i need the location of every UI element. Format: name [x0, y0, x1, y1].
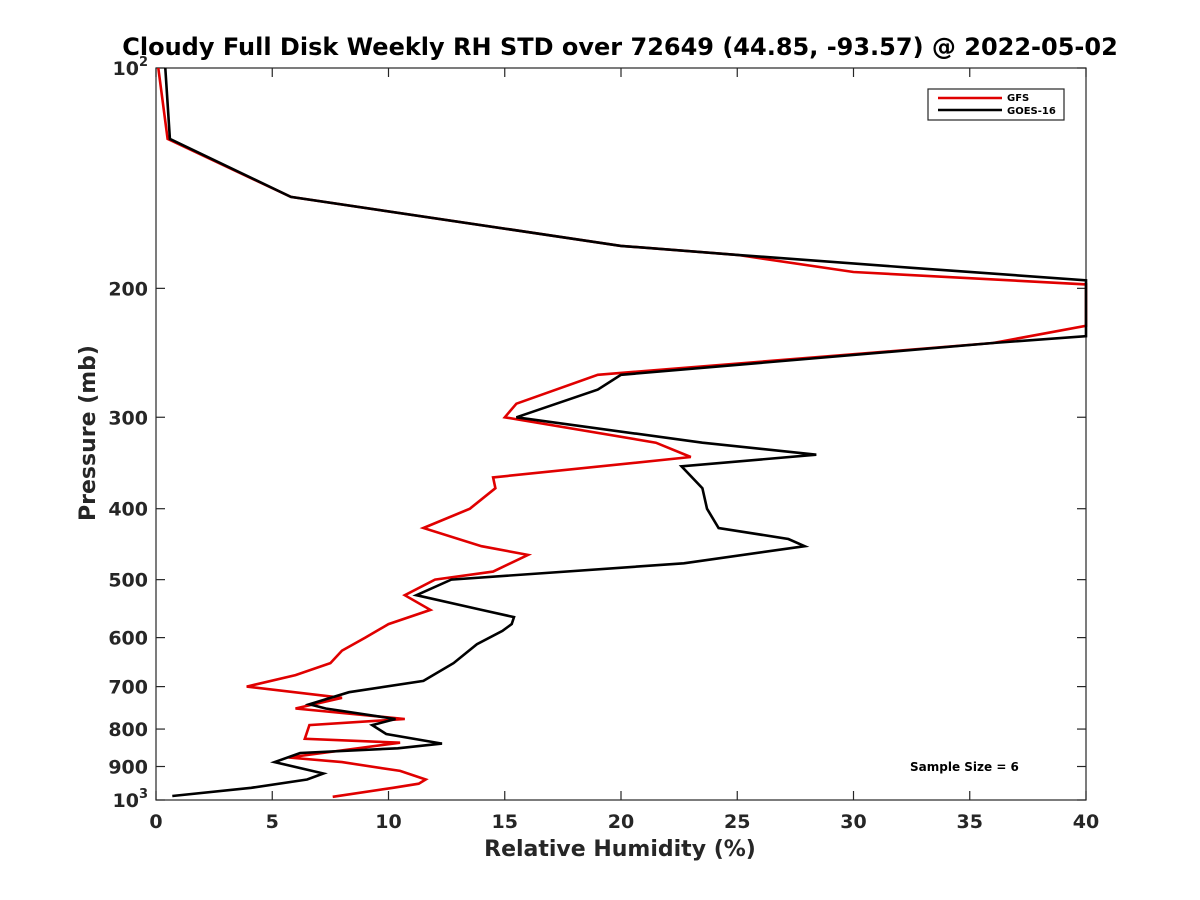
y-tick-label: 400 [108, 499, 148, 521]
x-tick-label: 15 [492, 811, 518, 833]
series-layer [157, 67, 1088, 799]
legend-box [927, 88, 1065, 121]
y-tick-label: 200 [108, 278, 148, 300]
x-tick-label: 25 [724, 811, 750, 833]
y-tick-label: 800 [108, 719, 148, 741]
y-axis-ticks: 102 200 300 400 500 600 700 800 900 103 [108, 55, 1086, 812]
x-axis-label: Relative Humidity (%) [484, 837, 756, 862]
y-tick-label: 500 [108, 570, 148, 592]
legend-label-goes16: GOES-16 [1007, 106, 1056, 117]
x-tick-label: 5 [266, 811, 279, 833]
y-tick-label: 900 [108, 757, 148, 779]
y-tick-label: 102 [113, 55, 149, 80]
x-axis-ticks: 0 5 10 15 20 25 30 35 40 [149, 68, 1099, 833]
x-tick-label: 40 [1073, 811, 1099, 833]
x-tick-label: 30 [840, 811, 866, 833]
y-tick-label: 103 [113, 787, 149, 812]
y-tick-label: 300 [108, 407, 148, 429]
legend-label-gfs: GFS [1007, 93, 1029, 104]
x-tick-label: 10 [375, 811, 401, 833]
x-tick-label: 35 [957, 811, 983, 833]
y-axis-label: Pressure (mb) [76, 345, 101, 521]
y-tick-label: 600 [108, 628, 148, 650]
x-tick-label: 20 [608, 811, 634, 833]
series-line-goes-16 [164, 67, 1088, 798]
x-tick-label: 0 [149, 811, 162, 833]
chart-title: Cloudy Full Disk Weekly RH STD over 7264… [122, 33, 1118, 61]
legend: GFS GOES-16 [927, 88, 1065, 121]
y-tick-label: 700 [108, 677, 148, 699]
sample-size-annotation: Sample Size = 6 [910, 760, 1019, 774]
plot-frame [155, 67, 1087, 801]
